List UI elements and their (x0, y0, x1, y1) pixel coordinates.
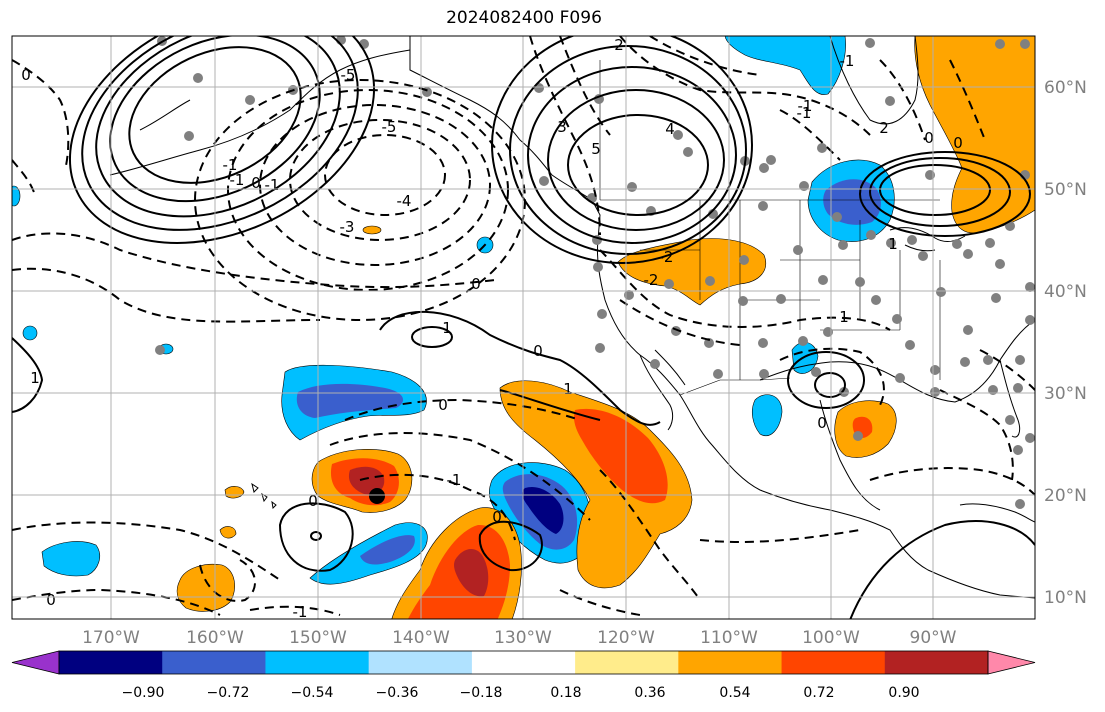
colorbar-tick-label: −0.36 (376, 685, 419, 701)
colorbar-tick-label: 0.72 (803, 685, 834, 701)
longitude-label: 140°W (392, 628, 450, 648)
negative-anomaly-region (724, 36, 846, 95)
positive-anomaly-region (362, 225, 382, 235)
colorbar-tick-label: 0.54 (719, 685, 750, 701)
contour-label: -1 (265, 176, 280, 194)
contour-lines (12, 36, 1035, 619)
contour-label: 0 (533, 342, 543, 360)
colorbar-segment (884, 651, 989, 674)
longitude-label: 170°W (82, 628, 140, 648)
longitude-label: 120°W (597, 628, 655, 648)
contour-label: -5 (382, 118, 397, 136)
latitude-label: 30°N (1044, 384, 1087, 404)
strong-positive-anomaly-region (454, 548, 489, 597)
positive-anomaly-region (219, 526, 237, 539)
contour-label: 3 (557, 118, 567, 136)
latitude-label: 20°N (1044, 486, 1087, 506)
contour-label: 1 (563, 380, 573, 398)
latitude-axis: 60°N 50°N 40°N 30°N 20°N 10°N (1044, 78, 1087, 608)
contour-label: -1 (798, 97, 813, 115)
contour-label: 0 (46, 591, 56, 609)
contour-label: -1 (293, 603, 308, 621)
colorbar-segment (368, 651, 473, 674)
colorbar-segment (471, 651, 576, 674)
longitude-label: 100°W (802, 628, 860, 648)
longitude-axis: 170°W 160°W 150°W 140°W 130°W 120°W 110°… (82, 628, 957, 648)
contour-label: -1 (230, 171, 245, 189)
colorbar-frame (58, 650, 989, 675)
contour-label: -4 (397, 192, 412, 210)
longitude-label: 110°W (700, 628, 758, 648)
colorbar-tick-label: 0.90 (888, 685, 919, 701)
contour-label: 1 (839, 308, 849, 326)
contour-label: 1 (30, 369, 40, 387)
map-frame (11, 35, 1036, 620)
map-title: 2024082400 F096 (446, 8, 602, 28)
colorbar-tick-label: −0.18 (460, 685, 503, 701)
contour-label: 0 (953, 134, 963, 152)
colorbar-extend-low (11, 650, 60, 675)
latitude-label: 60°N (1044, 78, 1087, 98)
colorbar-segment (678, 651, 783, 674)
contour-label: -5 (341, 66, 356, 84)
contour-label: 0 (21, 66, 31, 84)
colorbar-tick-label: −0.54 (291, 685, 334, 701)
contour-label: 0 (924, 129, 934, 147)
colorbar-ticks: −0.90 −0.72 −0.54 −0.36 −0.18 0.18 0.36 … (122, 685, 920, 701)
contour-label: 0 (817, 414, 827, 432)
latitude-label: 50°N (1044, 180, 1087, 200)
colorbar-segment (265, 651, 370, 674)
colorbar-tick-label: 0.18 (550, 685, 581, 701)
colorbar-segment (575, 651, 679, 674)
negative-anomaly-region (751, 394, 783, 436)
longitude-label: 150°W (289, 628, 347, 648)
contour-label: -1 (797, 104, 812, 122)
negative-anomaly-region (22, 325, 38, 341)
longitude-label: 160°W (186, 628, 244, 648)
contour-label: 0 (308, 492, 318, 510)
contour-label: -3 (340, 218, 355, 236)
contour-label: -2 (644, 271, 659, 289)
positive-anomaly-region (573, 408, 668, 504)
contour-label: 4 (665, 120, 675, 138)
colorbar (11, 650, 1036, 675)
contour-label: 2 (614, 36, 624, 54)
latitude-label: 40°N (1044, 282, 1087, 302)
contour-label: -1 (447, 471, 462, 489)
contour-label: -1 (223, 156, 238, 174)
strong-negative-anomaly-region (360, 535, 415, 565)
contour-label: 1 (442, 319, 452, 337)
longitude-label: 130°W (494, 628, 552, 648)
colorbar-tick-label: −0.72 (207, 685, 250, 701)
contour-label: -1 (840, 52, 855, 70)
contour-label: 0 (492, 508, 502, 526)
latitude-label: 10°N (1044, 588, 1087, 608)
strong-positive-anomaly-region (348, 466, 385, 495)
colorbar-segment (162, 651, 266, 674)
contour-label: 0 (438, 396, 448, 414)
gridlines (12, 36, 1035, 619)
colorbar-tick-label: −0.90 (122, 685, 165, 701)
colorbar-tick-label: 0.36 (634, 685, 665, 701)
longitude-label: 90°W (910, 628, 957, 648)
contour-label: -2 (659, 248, 674, 266)
negative-anomaly-region (41, 541, 100, 577)
storm-marker (369, 488, 385, 504)
contour-labels: -5 -5 -4 -3 -1 -1 0 0 0 0 -1 1 1 1 0 2 3… (21, 36, 963, 621)
contour-label: 2 (879, 119, 889, 137)
deep-negative-anomaly-region (522, 486, 564, 534)
colorbar-segment (59, 651, 163, 674)
colorbar-extend-high (987, 650, 1036, 675)
contour-label: 0 (251, 174, 261, 192)
positive-anomaly-region (499, 380, 693, 589)
contour-label: 0 (471, 275, 481, 293)
negative-anomaly-region (12, 185, 21, 207)
colorbar-segment (781, 651, 886, 674)
contour-label: 5 (591, 140, 601, 158)
contour-label: 1 (888, 235, 898, 253)
